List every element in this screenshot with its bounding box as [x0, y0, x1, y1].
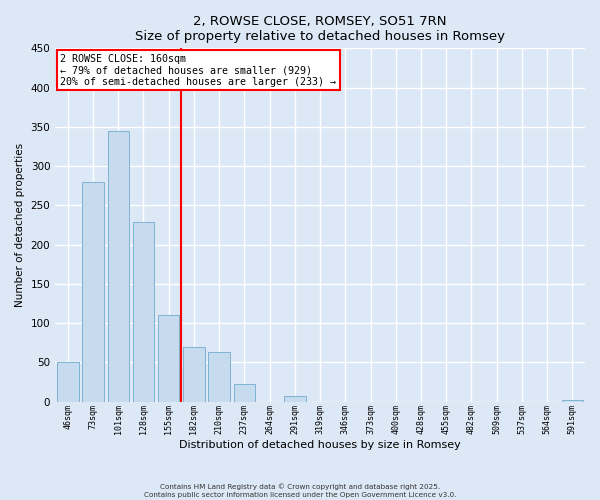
Bar [233, 384, 255, 402]
Bar [57, 362, 79, 402]
Title: 2, ROWSE CLOSE, ROMSEY, SO51 7RN
Size of property relative to detached houses in: 2, ROWSE CLOSE, ROMSEY, SO51 7RN Size of… [135, 15, 505, 43]
Bar [562, 400, 583, 402]
Bar [208, 352, 230, 402]
Text: 2 ROWSE CLOSE: 160sqm
← 79% of detached houses are smaller (929)
20% of semi-det: 2 ROWSE CLOSE: 160sqm ← 79% of detached … [61, 54, 337, 87]
X-axis label: Distribution of detached houses by size in Romsey: Distribution of detached houses by size … [179, 440, 461, 450]
Y-axis label: Number of detached properties: Number of detached properties [15, 143, 25, 307]
Bar [284, 396, 305, 402]
Text: Contains HM Land Registry data © Crown copyright and database right 2025.
Contai: Contains HM Land Registry data © Crown c… [144, 484, 456, 498]
Bar [133, 222, 154, 402]
Bar [183, 346, 205, 402]
Bar [82, 182, 104, 402]
Bar [158, 316, 179, 402]
Bar [107, 131, 129, 402]
